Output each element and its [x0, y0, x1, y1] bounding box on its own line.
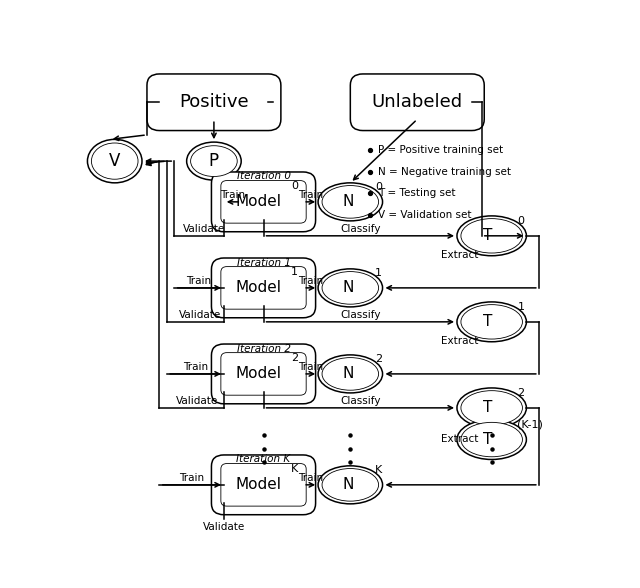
Text: 2: 2: [518, 388, 525, 398]
Ellipse shape: [88, 139, 142, 183]
Text: T: T: [483, 400, 492, 415]
Text: T: T: [483, 315, 492, 329]
Text: Iteration 1: Iteration 1: [237, 258, 291, 268]
Text: T: T: [483, 432, 492, 447]
Ellipse shape: [457, 302, 526, 342]
Text: Iteration 2: Iteration 2: [237, 343, 291, 353]
Text: K: K: [375, 465, 382, 475]
Text: N: N: [342, 477, 353, 492]
Text: V = Validation set: V = Validation set: [378, 210, 471, 220]
Ellipse shape: [457, 388, 526, 428]
Text: P = Positive training set: P = Positive training set: [378, 145, 503, 155]
Text: 0: 0: [375, 182, 382, 192]
Text: Classify: Classify: [340, 396, 381, 406]
Text: 0: 0: [291, 181, 298, 191]
Ellipse shape: [322, 186, 379, 218]
Ellipse shape: [318, 466, 383, 504]
Text: Train: Train: [298, 473, 323, 483]
Text: N: N: [342, 195, 353, 209]
Text: Train: Train: [220, 189, 245, 199]
Text: N = Negative training set: N = Negative training set: [378, 166, 511, 176]
Text: Model: Model: [236, 477, 282, 492]
Ellipse shape: [318, 355, 383, 393]
FancyBboxPatch shape: [147, 74, 281, 131]
Text: Validate: Validate: [179, 309, 221, 320]
Ellipse shape: [461, 219, 522, 253]
Ellipse shape: [187, 142, 241, 180]
Text: Train: Train: [298, 276, 323, 286]
Text: Positive: Positive: [179, 93, 249, 111]
Ellipse shape: [461, 305, 522, 339]
Text: Extract: Extract: [441, 434, 478, 444]
Ellipse shape: [191, 146, 237, 176]
Text: Train: Train: [186, 276, 212, 286]
Text: 1: 1: [518, 302, 524, 312]
Ellipse shape: [461, 390, 522, 425]
Text: 2: 2: [375, 354, 382, 364]
Text: 1: 1: [375, 268, 382, 278]
Text: Classify: Classify: [340, 309, 381, 320]
Text: Extract: Extract: [441, 336, 478, 346]
Text: 2: 2: [291, 353, 298, 363]
Text: Model: Model: [236, 195, 282, 209]
Text: N: N: [342, 280, 353, 295]
Ellipse shape: [461, 422, 522, 457]
Ellipse shape: [322, 469, 379, 501]
Text: Unlabeled: Unlabeled: [372, 93, 463, 111]
Text: T: T: [483, 228, 492, 243]
Text: Extract: Extract: [441, 249, 478, 259]
Ellipse shape: [318, 183, 383, 221]
Text: Validate: Validate: [203, 522, 245, 532]
Text: Train: Train: [183, 362, 208, 372]
Text: V: V: [109, 152, 120, 170]
FancyBboxPatch shape: [211, 172, 316, 232]
Text: T = Testing set: T = Testing set: [378, 188, 455, 198]
Text: Train: Train: [179, 473, 204, 483]
Text: (K-1): (K-1): [518, 420, 543, 430]
FancyBboxPatch shape: [211, 455, 316, 514]
Ellipse shape: [457, 216, 526, 256]
Text: Validate: Validate: [175, 396, 218, 406]
Text: K: K: [291, 463, 298, 473]
Text: Train: Train: [298, 362, 323, 372]
Text: 1: 1: [291, 266, 298, 276]
Text: Iteration K: Iteration K: [236, 455, 291, 465]
Ellipse shape: [457, 420, 526, 459]
Text: Train: Train: [298, 189, 323, 199]
Ellipse shape: [322, 358, 379, 390]
Ellipse shape: [92, 143, 138, 179]
Text: 0: 0: [518, 216, 524, 226]
Text: Iteration 0: Iteration 0: [237, 172, 291, 182]
Text: Validate: Validate: [183, 223, 225, 233]
FancyBboxPatch shape: [211, 258, 316, 318]
Text: Model: Model: [236, 366, 282, 382]
Ellipse shape: [322, 272, 379, 304]
FancyBboxPatch shape: [211, 344, 316, 404]
FancyBboxPatch shape: [350, 74, 484, 131]
Text: P: P: [209, 152, 219, 170]
Text: N: N: [342, 366, 353, 382]
Text: Model: Model: [236, 280, 282, 295]
Ellipse shape: [318, 269, 383, 307]
Text: Classify: Classify: [340, 223, 381, 233]
